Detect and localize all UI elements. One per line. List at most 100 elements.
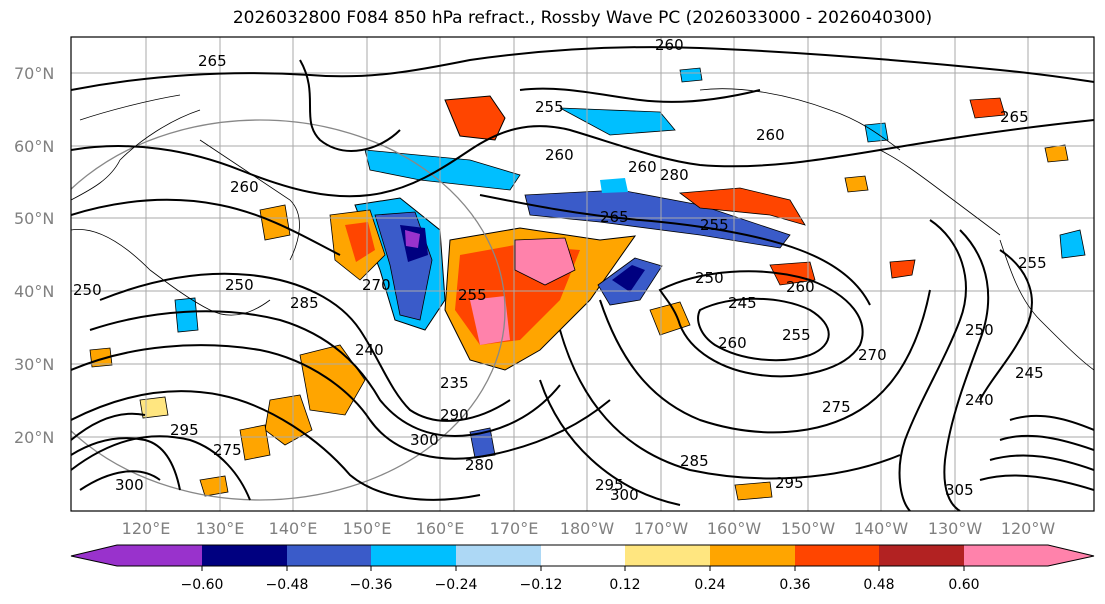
contour-label: 285 <box>680 452 709 470</box>
shaded-region <box>514 237 576 286</box>
contour-label: 270 <box>858 346 887 364</box>
longitude-label: 170°W <box>634 519 689 538</box>
shaded-region <box>734 481 773 501</box>
colorbar-tick-label: 0.24 <box>694 577 725 593</box>
great-circle-outline <box>71 119 506 501</box>
shaded-region <box>139 396 169 419</box>
longitude-label: 130°E <box>196 519 245 538</box>
gridlines <box>71 37 1094 511</box>
latitude-label: 70°N <box>14 64 54 83</box>
colorbar-tick-label: −0.12 <box>520 577 563 593</box>
contour-label: 260 <box>545 146 574 164</box>
contour-label: 295 <box>170 421 199 439</box>
longitude-label: 170°E <box>490 519 539 538</box>
contour-label: 250 <box>225 276 254 294</box>
contour-label: 260 <box>628 158 657 176</box>
shaded-region <box>364 149 521 191</box>
colorbar-tick-label: −0.48 <box>266 577 309 593</box>
contour-label: 255 <box>458 286 487 304</box>
shaded-region <box>174 297 199 333</box>
contour-label: 290 <box>440 406 469 424</box>
colorbar-segment <box>71 545 202 566</box>
colorbar-segment <box>710 545 795 566</box>
contour-label: 275 <box>822 398 851 416</box>
longitude-label: 140°W <box>854 519 909 538</box>
longitude-label: 150°W <box>781 519 836 538</box>
coastlines <box>71 88 1094 371</box>
latitude-label: 50°N <box>14 209 54 228</box>
contour-label: 260 <box>786 278 815 296</box>
longitude-label: 150°E <box>343 519 392 538</box>
longitude-label: 120°W <box>1001 519 1056 538</box>
colorbar-tick-label: 0.36 <box>779 577 810 593</box>
latitude-label: 40°N <box>14 282 54 301</box>
contour-label: 240 <box>965 391 994 409</box>
shaded-region <box>612 265 645 292</box>
contour-label: 295 <box>595 476 624 494</box>
colorbar-tick-label: −0.60 <box>181 577 224 593</box>
colorbar-tick-label: 0.48 <box>863 577 894 593</box>
shaded-region <box>469 427 496 459</box>
colorbar-segment <box>371 545 456 566</box>
contour-label: 260 <box>230 178 259 196</box>
contour-label: 260 <box>756 126 785 144</box>
longitude-label: 120°E <box>122 519 171 538</box>
longitude-label: 180°W <box>560 519 615 538</box>
shaded-region <box>1059 229 1086 259</box>
colorbar-tick-label: 0.12 <box>609 577 640 593</box>
contour-label: 300 <box>410 431 439 449</box>
colorbar-outline <box>70 544 1095 567</box>
shaded-region <box>199 475 229 497</box>
colorbar-ticks <box>201 566 965 571</box>
shaded-region <box>470 296 510 345</box>
colorbar-segment <box>456 545 541 566</box>
contour-label: 245 <box>1015 364 1044 382</box>
colorbar-segment <box>202 545 287 566</box>
shaded-region <box>405 230 420 248</box>
contour-label: 270 <box>362 276 391 294</box>
contour-label: 280 <box>660 166 689 184</box>
height-contours <box>71 46 1094 511</box>
contour-label: 255 <box>535 98 564 116</box>
contour-label: 305 <box>945 481 974 499</box>
contour-label: 250 <box>965 321 994 339</box>
shaded-region <box>1044 144 1069 163</box>
contour-label: 235 <box>440 374 469 392</box>
longitude-label: 140°E <box>269 519 318 538</box>
map-frame <box>70 36 1095 512</box>
shaded-region <box>559 107 676 136</box>
colorbar-segment <box>541 545 625 566</box>
contour-label: 245 <box>728 294 757 312</box>
colorbar-tick-label: 0.60 <box>948 577 979 593</box>
colorbar-segment <box>625 545 710 566</box>
contour-label: 280 <box>465 456 494 474</box>
shaded-region <box>889 259 916 279</box>
colorbar-tick-label: −0.36 <box>350 577 393 593</box>
shaded-region <box>969 97 1006 119</box>
contour-label: 255 <box>1018 254 1047 272</box>
longitude-axis: 120°E 130°E 140°E 150°E 160°E 170°E 180°… <box>122 519 1056 538</box>
contour-label: 300 <box>610 486 639 504</box>
colorbar-segment <box>795 545 879 566</box>
contour-label: 295 <box>775 474 804 492</box>
contour-label: 260 <box>655 36 684 54</box>
colorbar-segment <box>879 545 964 566</box>
contour-label: 255 <box>782 326 811 344</box>
colorbar-segment <box>287 545 371 566</box>
contour-label: 300 <box>115 476 144 494</box>
longitude-label: 130°W <box>928 519 983 538</box>
latitude-label: 60°N <box>14 137 54 156</box>
shaded-region <box>678 187 806 226</box>
contour-label: 250 <box>73 281 102 299</box>
contour-label: 260 <box>718 334 747 352</box>
contour-label: 255 <box>700 216 729 234</box>
contour-label: 250 <box>695 269 724 287</box>
contour-label: 265 <box>600 208 629 226</box>
map-content: 265 260 255 260 260 280 260 265 255 265 … <box>71 36 1094 511</box>
latitude-axis: 70°N 60°N 50°N 40°N 30°N 20°N <box>14 64 54 447</box>
contour-label: 285 <box>290 294 319 312</box>
shaded-anomalies <box>89 67 1086 501</box>
shaded-region <box>239 424 271 461</box>
map-title: 2026032800 F084 850 hPa refract., Rossby… <box>232 8 933 28</box>
